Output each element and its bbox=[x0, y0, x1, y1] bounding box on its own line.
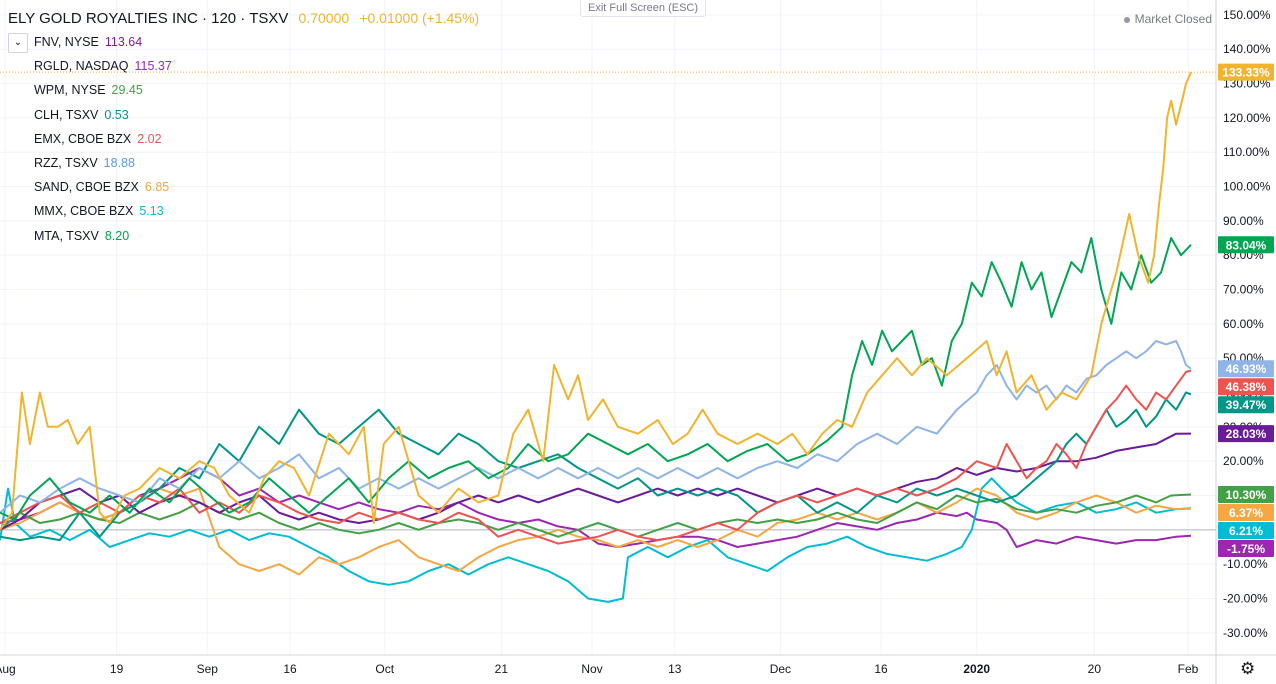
legend-value: 6.85 bbox=[144, 180, 170, 195]
last-value-text: 28.03% bbox=[1226, 427, 1267, 441]
symbol-title: ELY GOLD ROYALTIES INC · 120 · TSXV bbox=[8, 10, 289, 27]
last-value-badge bbox=[1218, 396, 1274, 414]
series-line bbox=[0, 391, 1192, 542]
exit-fullscreen-button[interactable]: Exit Full Screen (ESC) bbox=[580, 0, 706, 17]
y-tick-label: 70.00% bbox=[1223, 283, 1264, 297]
legend-item[interactable]: RZZ, TSXV 18.88 bbox=[34, 151, 172, 175]
legend-item[interactable]: SAND, CBOE BZX 6.85 bbox=[34, 175, 172, 199]
legend-symbol: WPM, NYSE bbox=[34, 83, 106, 98]
legend-value: 0.53 bbox=[104, 107, 129, 122]
x-tick-label: 13 bbox=[668, 662, 682, 676]
x-tick-label: 20 bbox=[1088, 662, 1102, 676]
y-tick-label: 60.00% bbox=[1223, 317, 1264, 331]
series-line bbox=[0, 432, 1192, 531]
chart-series-group bbox=[0, 71, 1192, 603]
series-line bbox=[0, 487, 1192, 576]
last-value-text: 10.30% bbox=[1226, 488, 1267, 502]
last-value-text: 6.37% bbox=[1229, 506, 1263, 520]
series-line bbox=[0, 340, 1192, 514]
last-value-labels: 133.33% 83.04% 46.93% 46.38% 39.47% 28.03% 10.… bbox=[1218, 63, 1274, 557]
x-tick-label: 16 bbox=[874, 662, 888, 676]
y-tick-label: 120.00% bbox=[1223, 111, 1271, 125]
last-value-badge bbox=[1218, 485, 1274, 503]
last-value-text: 133.33% bbox=[1222, 66, 1270, 80]
last-value-badge bbox=[1218, 521, 1274, 539]
last-value-badge bbox=[1218, 63, 1274, 81]
x-tick-label: Sep bbox=[197, 662, 219, 676]
series-line bbox=[0, 493, 1192, 538]
legend-symbol: EMX, CBOE BZX bbox=[34, 131, 132, 146]
x-tick-label: 2020 bbox=[963, 662, 990, 676]
legend-value: 5.13 bbox=[139, 204, 164, 219]
last-value-badge bbox=[1218, 360, 1274, 378]
last-price: 0.70000 bbox=[298, 10, 350, 26]
last-value-badge bbox=[1218, 539, 1274, 557]
last-value-badge bbox=[1218, 378, 1274, 396]
last-value-text: 6.21% bbox=[1229, 524, 1263, 538]
time-axis[interactable]: Aug19Sep16Oct21Nov13Dec16202020Feb bbox=[0, 662, 1199, 676]
compare-legend: FNV, NYSE 113.64 RGLD, NASDAQ 115.37 WPM, NY… bbox=[34, 30, 172, 248]
legend-item[interactable]: WPM, NYSE 29.45 bbox=[34, 78, 172, 102]
last-value-badge bbox=[1218, 425, 1274, 443]
legend-symbol: MTA, TSXV bbox=[34, 228, 99, 243]
last-value-badge bbox=[1218, 236, 1274, 254]
legend-symbol: RGLD, NASDAQ bbox=[34, 59, 129, 74]
x-tick-label: 16 bbox=[283, 662, 297, 676]
legend-symbol: FNV, NYSE bbox=[34, 35, 99, 49]
y-tick-label: 150.00% bbox=[1223, 8, 1271, 22]
legend-item[interactable]: MTA, TSXV 8.20 bbox=[34, 224, 172, 248]
settings-gear-icon[interactable]: ⚙ bbox=[1240, 659, 1256, 678]
x-tick-label: 21 bbox=[495, 662, 509, 676]
legend-value: 8.20 bbox=[104, 228, 130, 243]
y-tick-label: 100.00% bbox=[1223, 180, 1271, 194]
legend-item[interactable]: CLH, TSXV 0.53 bbox=[34, 103, 172, 127]
y-tick-label: 90.00% bbox=[1223, 214, 1264, 228]
y-tick-label: 140.00% bbox=[1223, 42, 1271, 56]
x-tick-label: Nov bbox=[581, 662, 602, 676]
legend-value: 113.64 bbox=[104, 35, 143, 49]
status-dot-icon bbox=[1123, 16, 1130, 23]
y-tick-label: -30.00% bbox=[1223, 626, 1268, 640]
chart-header: ELY GOLD ROYALTIES INC · 120 · TSXV 0.70… bbox=[8, 10, 479, 27]
last-value-text: 39.47% bbox=[1226, 398, 1267, 412]
last-value-text: -1.75% bbox=[1227, 542, 1265, 556]
series-line bbox=[0, 369, 1192, 545]
legend-symbol: MMX, CBOE BZX bbox=[34, 204, 134, 219]
x-tick-label: 19 bbox=[110, 662, 124, 676]
legend-value: 2.02 bbox=[137, 131, 162, 146]
last-value-text: 46.93% bbox=[1226, 362, 1267, 376]
x-tick-label: Dec bbox=[770, 662, 791, 676]
x-tick-label: Aug bbox=[0, 662, 16, 676]
y-tick-label: -20.00% bbox=[1223, 592, 1268, 606]
legend-item[interactable]: MMX, CBOE BZX 5.13 bbox=[34, 199, 172, 223]
legend-value: 18.88 bbox=[103, 155, 135, 170]
y-tick-label: 20.00% bbox=[1223, 454, 1264, 468]
last-value-badge bbox=[1218, 503, 1274, 521]
legend-value: 115.37 bbox=[134, 59, 172, 74]
last-value-text: 46.38% bbox=[1226, 380, 1267, 394]
price-change: +0.01000 (+1.45%) bbox=[359, 10, 480, 26]
series-line bbox=[0, 477, 1192, 603]
legend-item[interactable]: EMX, CBOE BZX 2.02 bbox=[34, 127, 172, 151]
y-tick-label: -10.00% bbox=[1223, 557, 1268, 571]
x-tick-label: Feb bbox=[1178, 662, 1199, 676]
legend-value: 29.45 bbox=[111, 83, 143, 98]
legend-collapse-button[interactable]: ⌄ bbox=[8, 33, 28, 53]
y-tick-label: 110.00% bbox=[1223, 145, 1270, 159]
legend-item[interactable]: FNV, NYSE 113.64 bbox=[34, 30, 172, 54]
legend-symbol: CLH, TSXV bbox=[34, 107, 99, 122]
x-tick-label: Oct bbox=[375, 662, 394, 676]
series-line bbox=[0, 71, 1192, 531]
last-value-text: 83.04% bbox=[1226, 238, 1267, 252]
market-status-label: Market Closed bbox=[1134, 12, 1212, 26]
market-status: Market Closed bbox=[1123, 12, 1212, 26]
series-line bbox=[0, 237, 1192, 521]
legend-symbol: SAND, CBOE BZX bbox=[34, 180, 139, 195]
legend-item[interactable]: RGLD, NASDAQ 115.37 bbox=[34, 54, 172, 78]
legend-symbol: RZZ, TSXV bbox=[34, 155, 98, 170]
